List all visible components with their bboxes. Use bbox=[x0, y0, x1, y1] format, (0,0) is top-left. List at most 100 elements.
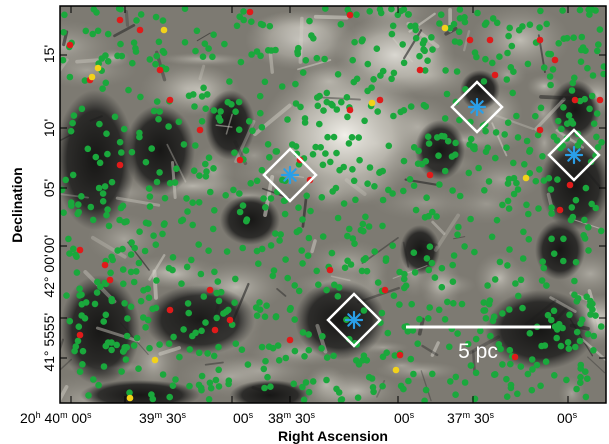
green-source-dot bbox=[156, 169, 163, 176]
green-source-dot bbox=[233, 22, 241, 30]
green-source-dot bbox=[214, 278, 222, 285]
green-source-dot bbox=[161, 220, 168, 227]
green-source-dot bbox=[287, 304, 294, 312]
green-source-dot bbox=[62, 176, 69, 184]
green-source-dot bbox=[492, 154, 499, 162]
green-source-dot bbox=[550, 307, 558, 315]
green-source-dot bbox=[253, 177, 261, 185]
green-source-dot bbox=[503, 76, 511, 83]
green-source-dot bbox=[67, 127, 75, 135]
green-source-dot bbox=[131, 244, 138, 252]
green-source-dot bbox=[319, 161, 327, 169]
green-source-dot bbox=[257, 20, 265, 28]
green-source-dot bbox=[101, 183, 109, 190]
green-source-dot bbox=[344, 113, 351, 121]
green-source-dot bbox=[128, 239, 135, 246]
green-source-dot bbox=[282, 256, 289, 263]
green-source-dot bbox=[526, 21, 534, 29]
green-source-dot bbox=[98, 55, 106, 62]
red-source-dot bbox=[491, 71, 499, 79]
green-source-dot bbox=[351, 38, 358, 46]
green-source-dot bbox=[324, 133, 331, 141]
green-source-dot bbox=[379, 67, 387, 75]
green-source-dot bbox=[108, 346, 115, 354]
green-source-dot bbox=[352, 196, 359, 204]
green-source-dot bbox=[274, 342, 282, 349]
red-source-dot bbox=[511, 353, 519, 361]
green-source-dot bbox=[596, 26, 604, 33]
green-source-dot bbox=[441, 167, 449, 175]
green-source-dot bbox=[81, 315, 89, 322]
green-source-dot bbox=[585, 6, 592, 13]
red-source-dot bbox=[536, 36, 544, 44]
green-source-dot bbox=[338, 98, 345, 106]
green-source-dot bbox=[549, 66, 557, 73]
green-source-dot bbox=[232, 108, 239, 115]
green-source-dot bbox=[509, 89, 516, 97]
green-source-dot bbox=[198, 372, 206, 380]
green-source-dot bbox=[461, 18, 469, 26]
green-source-dot bbox=[150, 232, 157, 239]
green-source-dot bbox=[378, 309, 386, 317]
green-source-dot bbox=[205, 396, 213, 403]
green-source-dot bbox=[555, 40, 562, 47]
green-source-dot bbox=[572, 343, 579, 351]
green-source-dot bbox=[519, 304, 526, 312]
green-source-dot bbox=[578, 33, 586, 41]
green-source-dot bbox=[103, 130, 110, 137]
green-source-dot bbox=[152, 13, 160, 21]
green-source-dot bbox=[145, 220, 152, 227]
green-source-dot bbox=[211, 207, 218, 214]
green-source-dot bbox=[66, 73, 74, 81]
green-source-dot bbox=[215, 366, 222, 374]
marker-layer bbox=[262, 80, 601, 348]
green-source-dot bbox=[577, 373, 584, 381]
green-source-dot bbox=[105, 222, 113, 230]
green-source-dot bbox=[236, 190, 243, 197]
green-source-dot bbox=[514, 186, 522, 193]
marker-box-2 bbox=[450, 80, 504, 134]
green-source-dot bbox=[119, 266, 127, 273]
red-source-dot bbox=[381, 286, 389, 294]
green-source-dot bbox=[104, 30, 112, 38]
green-source-dot bbox=[264, 373, 271, 381]
green-source-dot bbox=[583, 293, 590, 301]
green-source-dot bbox=[424, 57, 431, 64]
green-source-dot bbox=[206, 379, 214, 387]
green-source-dot bbox=[91, 300, 99, 308]
red-source-dot bbox=[556, 206, 564, 214]
green-source-dot bbox=[66, 250, 73, 257]
green-source-dot bbox=[196, 172, 203, 179]
green-source-dot bbox=[209, 225, 217, 233]
red-source-dot bbox=[566, 181, 574, 189]
green-source-dot bbox=[507, 381, 515, 389]
blue-star-icon bbox=[564, 145, 584, 165]
green-source-dot bbox=[205, 247, 212, 254]
green-source-dot bbox=[467, 215, 474, 223]
green-source-dot bbox=[485, 178, 493, 185]
green-source-dot bbox=[313, 267, 321, 275]
green-source-dot bbox=[493, 216, 501, 224]
green-source-dot bbox=[389, 242, 397, 249]
green-source-dot bbox=[424, 133, 432, 140]
green-source-dot bbox=[584, 330, 592, 338]
green-source-dot bbox=[299, 329, 307, 336]
green-source-dot bbox=[155, 38, 163, 46]
green-source-dot bbox=[345, 140, 353, 147]
green-source-dot bbox=[256, 92, 264, 100]
red-source-dot bbox=[211, 326, 219, 334]
green-source-dot bbox=[348, 134, 356, 141]
green-source-dot bbox=[146, 203, 154, 210]
green-source-dot bbox=[354, 394, 362, 402]
green-source-dot bbox=[564, 339, 572, 346]
green-source-dot bbox=[198, 327, 205, 335]
green-source-dot bbox=[166, 179, 174, 187]
green-source-dot bbox=[299, 260, 306, 267]
green-source-dot bbox=[576, 337, 584, 345]
green-source-dot bbox=[397, 382, 405, 390]
green-source-dot bbox=[304, 252, 312, 259]
green-source-dot bbox=[504, 119, 512, 126]
green-source-dot bbox=[149, 305, 156, 313]
green-source-dot bbox=[72, 343, 80, 350]
green-source-dot bbox=[202, 105, 209, 112]
